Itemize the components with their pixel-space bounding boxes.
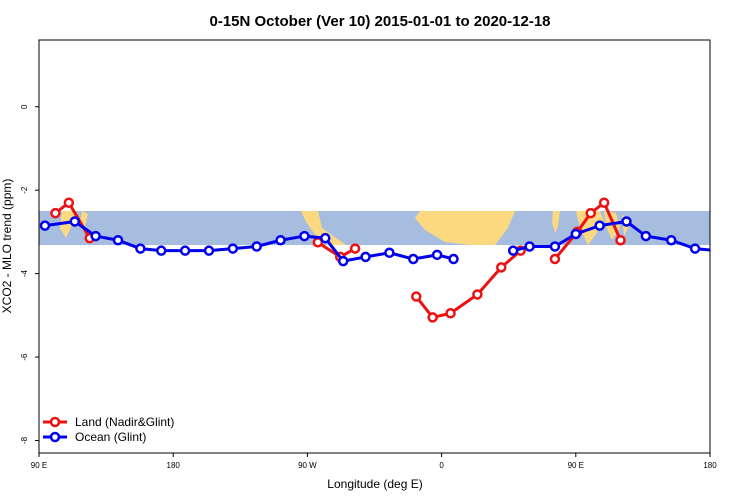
legend: Land (Nadir&Glint) Ocean (Glint): [43, 415, 174, 444]
series-line: [512, 219, 710, 253]
data-point: [112, 234, 124, 246]
data-point: [360, 251, 371, 263]
data-point: [640, 230, 652, 242]
legend-marker-land: [49, 416, 61, 428]
data-point: [384, 247, 395, 259]
data-point: [320, 232, 331, 244]
data-point: [549, 241, 561, 252]
data-point: [431, 249, 443, 261]
data-point: [427, 312, 438, 323]
data-point: [585, 207, 596, 219]
data-point: [63, 197, 75, 208]
data-point: [411, 291, 422, 302]
axes: 90 E 180 90 W 0 90 E 180 0 -2 -4 -6 -8: [20, 104, 717, 470]
x-tick-label: 180: [167, 461, 181, 470]
data-point: [39, 220, 51, 231]
data-point: [615, 234, 626, 246]
data-point: [448, 253, 459, 265]
series-layer: [39, 197, 721, 323]
y-tick-label: -6: [20, 353, 29, 361]
y-tick-label: -4: [20, 270, 29, 278]
data-point: [275, 234, 286, 246]
data-point: [408, 253, 419, 265]
data-point: [227, 243, 239, 254]
x-tick-label: 90 E: [31, 461, 47, 470]
data-point: [337, 255, 349, 267]
x-tick-label: 0: [439, 461, 444, 470]
data-point: [713, 247, 721, 255]
data-point: [50, 207, 61, 219]
legend-label-land: Land (Nadir&Glint): [75, 415, 174, 429]
x-tick-label: 90 W: [298, 461, 317, 470]
data-point: [570, 228, 582, 240]
data-point: [689, 243, 701, 254]
data-point: [472, 289, 483, 300]
data-point: [299, 230, 310, 242]
chart-title: 0-15N October (Ver 10) 2015-01-01 to 202…: [209, 13, 550, 30]
x-tick-label: 90 E: [568, 461, 584, 470]
data-point: [524, 241, 535, 252]
data-point: [135, 243, 146, 254]
data-point: [507, 245, 519, 256]
y-tick-label: 0: [20, 104, 29, 109]
data-point: [203, 245, 215, 256]
y-tick-label: -8: [20, 436, 29, 444]
x-tick-label: 180: [703, 461, 717, 470]
data-point: [156, 245, 167, 256]
data-point: [445, 307, 456, 319]
x-axis-label: Longitude (deg E): [327, 477, 422, 491]
data-point: [69, 216, 81, 227]
data-point: [251, 241, 262, 252]
data-point: [90, 230, 101, 242]
y-tick-label: -2: [20, 186, 29, 194]
data-point: [594, 220, 605, 231]
series-line: [415, 249, 522, 319]
data-point: [349, 243, 361, 254]
data-point: [665, 234, 677, 246]
land-africa: [415, 211, 515, 245]
land-central-america: [301, 211, 346, 245]
data-point: [621, 216, 632, 227]
series-ocean: [39, 216, 721, 267]
legend-marker-ocean: [49, 431, 61, 443]
data-point: [495, 262, 507, 273]
data-point: [598, 197, 610, 208]
legend-label-ocean: Ocean (Glint): [75, 430, 146, 444]
data-point: [179, 245, 191, 256]
land-india: [552, 211, 560, 233]
data-point: [549, 253, 561, 265]
plot-frame: [38, 39, 711, 454]
y-axis-label: XCO2 - MLO trend (ppm): [0, 179, 14, 314]
